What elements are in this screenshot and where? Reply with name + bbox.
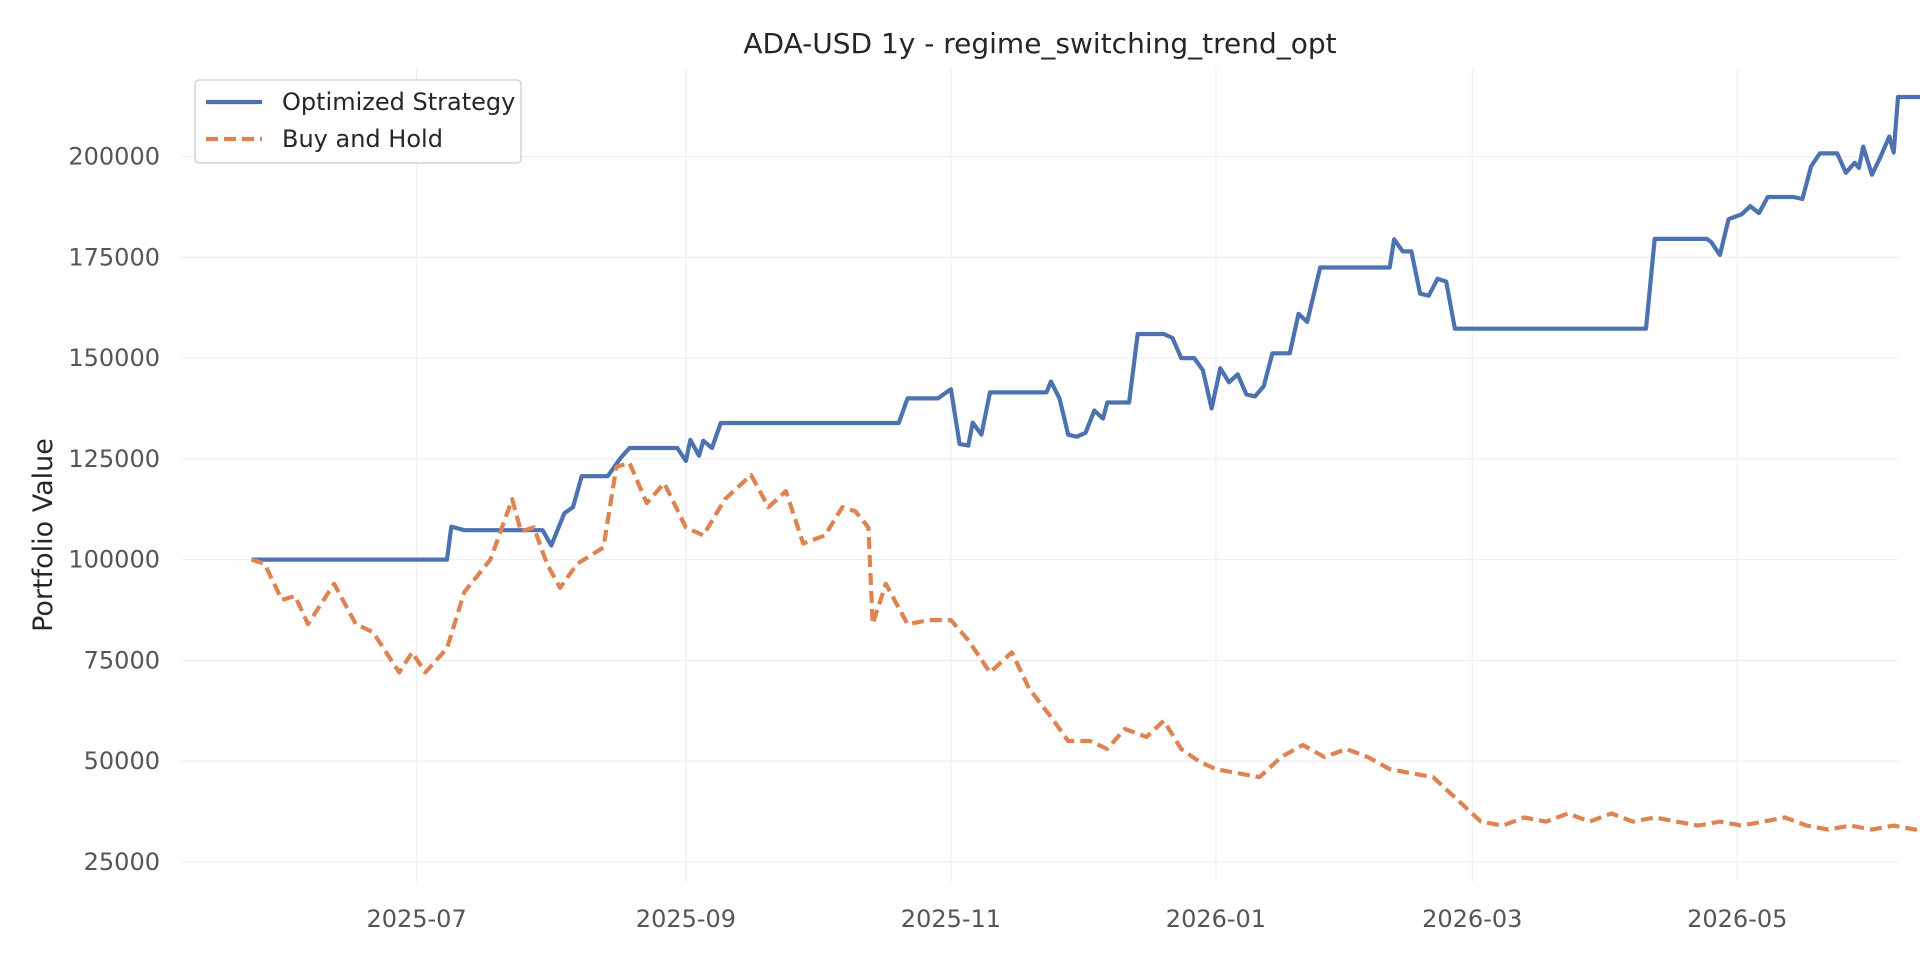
y-tick-label: 50000	[84, 747, 160, 775]
y-tick-label: 200000	[68, 143, 160, 171]
series-line-optimized-strategy	[251, 94, 1920, 562]
x-tick-label: 2025-11	[901, 905, 1001, 933]
x-tick-label: 2025-09	[636, 905, 736, 933]
legend-label: Buy and Hold	[282, 125, 443, 153]
y-tick-label: 100000	[68, 546, 160, 574]
chart-title: ADA-USD 1y - regime_switching_trend_opt	[743, 27, 1336, 60]
x-axis-ticks: 2025-07 2025-09 2025-11 2026-01 2026-03 2026-…	[366, 905, 1787, 933]
y-axis-ticks: 25000 50000 75000 100000 125000 150000 175000 2…	[68, 143, 160, 876]
x-tick-label: 2026-05	[1687, 905, 1787, 933]
x-tick-label: 2025-07	[366, 905, 466, 933]
legend-label: Optimized Strategy	[282, 88, 515, 116]
y-axis-label: Portfolio Value	[28, 438, 59, 632]
series-layer	[250, 94, 1920, 832]
grid-lines	[182, 68, 1898, 882]
legend-box	[194, 79, 522, 164]
x-tick-label: 2026-03	[1422, 905, 1522, 933]
legend: Optimized Strategy Buy and Hold	[194, 79, 522, 164]
x-tick-label: 2026-01	[1166, 905, 1266, 933]
series-line-buy-and-hold	[250, 460, 1920, 832]
y-tick-label: 75000	[84, 646, 160, 674]
y-tick-label: 175000	[68, 243, 160, 271]
y-tick-label: 150000	[68, 344, 160, 372]
y-tick-label: 125000	[68, 445, 160, 473]
y-tick-label: 25000	[84, 848, 160, 876]
